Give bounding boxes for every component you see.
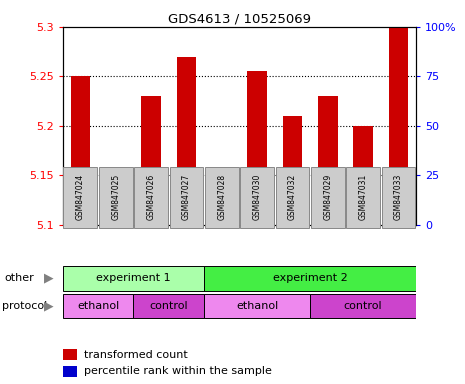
Bar: [311, 167, 345, 228]
Text: control: control: [344, 301, 383, 311]
Text: GSM847026: GSM847026: [146, 174, 156, 220]
Bar: [318, 96, 338, 225]
Bar: [144, 220, 159, 224]
Bar: [205, 167, 239, 228]
Bar: [204, 294, 310, 318]
Text: other: other: [5, 273, 34, 283]
Bar: [285, 220, 300, 224]
Title: GDS4613 / 10525069: GDS4613 / 10525069: [168, 13, 311, 26]
Bar: [212, 170, 232, 225]
Text: transformed count: transformed count: [84, 349, 188, 360]
Text: GSM847024: GSM847024: [76, 174, 85, 220]
Text: GSM847029: GSM847029: [323, 174, 332, 220]
Text: GSM847032: GSM847032: [288, 174, 297, 220]
Bar: [170, 167, 203, 228]
Bar: [214, 220, 229, 224]
Bar: [141, 96, 161, 225]
Bar: [247, 71, 267, 225]
Bar: [63, 366, 77, 376]
Bar: [250, 220, 265, 224]
Bar: [99, 167, 133, 228]
Text: GSM847027: GSM847027: [182, 174, 191, 220]
Text: protocol: protocol: [2, 301, 47, 311]
Bar: [63, 266, 204, 291]
Bar: [240, 167, 274, 228]
Bar: [283, 116, 302, 225]
Text: experiment 1: experiment 1: [96, 273, 171, 283]
Bar: [356, 220, 371, 224]
Bar: [310, 294, 416, 318]
Bar: [346, 167, 380, 228]
Bar: [204, 266, 416, 291]
Bar: [134, 167, 168, 228]
Text: control: control: [149, 301, 188, 311]
Bar: [133, 294, 204, 318]
Bar: [276, 167, 309, 228]
Text: GSM847025: GSM847025: [111, 174, 120, 220]
Text: ▶: ▶: [44, 300, 53, 313]
Bar: [73, 220, 88, 224]
Text: GSM847033: GSM847033: [394, 174, 403, 220]
Text: GSM847031: GSM847031: [359, 174, 368, 220]
Bar: [63, 349, 77, 360]
Bar: [382, 167, 415, 228]
Bar: [391, 220, 406, 224]
Bar: [320, 220, 335, 224]
Bar: [71, 76, 90, 225]
Bar: [177, 56, 196, 225]
Bar: [108, 220, 123, 224]
Text: ▶: ▶: [44, 272, 53, 285]
Bar: [353, 126, 373, 225]
Text: GSM847028: GSM847028: [217, 174, 226, 220]
Bar: [389, 27, 408, 225]
Bar: [64, 167, 97, 228]
Text: GSM847030: GSM847030: [252, 174, 262, 220]
Bar: [179, 220, 194, 224]
Bar: [63, 294, 133, 318]
Text: experiment 2: experiment 2: [273, 273, 347, 283]
Bar: [106, 180, 126, 225]
Text: ethanol: ethanol: [77, 301, 119, 311]
Text: percentile rank within the sample: percentile rank within the sample: [84, 366, 272, 376]
Text: ethanol: ethanol: [236, 301, 278, 311]
